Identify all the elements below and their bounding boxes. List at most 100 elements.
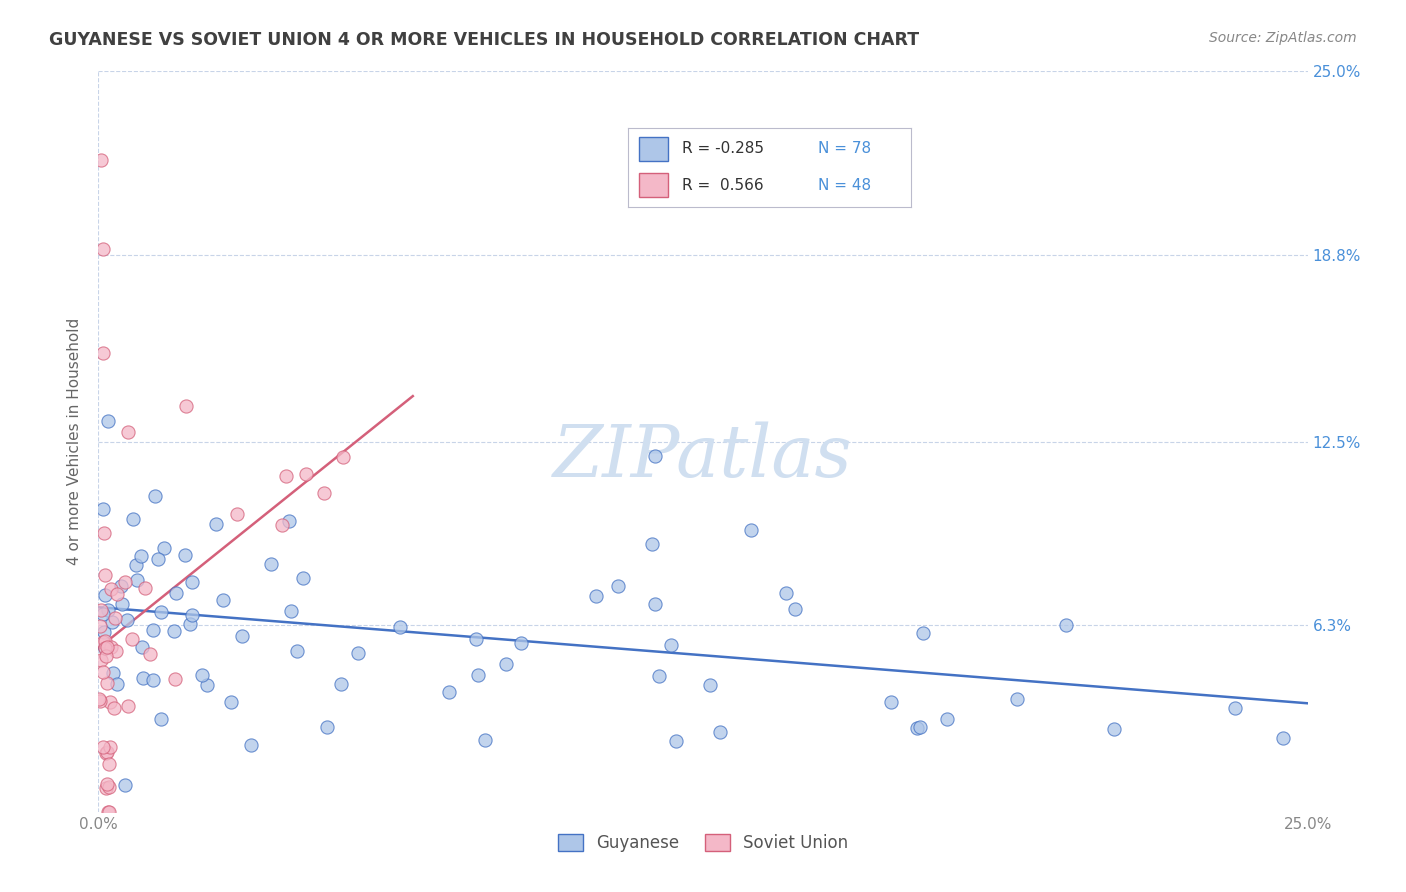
Point bbox=[91, 501, 114, 516]
Point bbox=[312, 485, 335, 500]
Text: GUYANESE VS SOVIET UNION 4 OR MORE VEHICLES IN HOUSEHOLD CORRELATION CHART: GUYANESE VS SOVIET UNION 4 OR MORE VEHIC… bbox=[49, 31, 920, 49]
Point bbox=[315, 720, 337, 734]
Point bbox=[661, 638, 683, 652]
Point bbox=[437, 685, 460, 699]
Point bbox=[149, 712, 172, 726]
Point bbox=[276, 469, 298, 483]
Point bbox=[1054, 618, 1077, 632]
Point bbox=[142, 623, 165, 637]
Point bbox=[97, 414, 120, 428]
Point bbox=[94, 641, 117, 656]
Point bbox=[87, 692, 110, 706]
Point bbox=[114, 575, 136, 590]
Point bbox=[94, 633, 117, 648]
Point bbox=[740, 524, 762, 538]
Point bbox=[98, 695, 121, 709]
Point bbox=[117, 698, 139, 713]
Point bbox=[908, 720, 931, 734]
Point bbox=[212, 592, 235, 607]
Point bbox=[174, 399, 197, 413]
Point bbox=[90, 153, 112, 168]
Point bbox=[644, 598, 666, 612]
Point bbox=[96, 675, 118, 690]
Point bbox=[111, 598, 134, 612]
Point bbox=[1272, 731, 1295, 745]
Point bbox=[709, 724, 731, 739]
Point bbox=[332, 450, 354, 464]
Point bbox=[131, 549, 153, 564]
Point bbox=[100, 582, 122, 596]
Point bbox=[89, 619, 111, 633]
Point bbox=[935, 712, 957, 726]
Point bbox=[153, 541, 176, 555]
Point bbox=[105, 587, 128, 601]
Point bbox=[93, 624, 115, 639]
Point bbox=[641, 537, 664, 551]
Point bbox=[94, 746, 117, 760]
Point bbox=[97, 603, 120, 617]
Point bbox=[271, 518, 294, 533]
Text: ZIPatlas: ZIPatlas bbox=[553, 421, 853, 491]
Point bbox=[205, 516, 228, 531]
Point bbox=[278, 514, 301, 528]
Point bbox=[191, 668, 214, 682]
Point bbox=[121, 632, 143, 646]
Point bbox=[163, 672, 186, 686]
Text: R = -0.285: R = -0.285 bbox=[682, 142, 763, 156]
Point bbox=[91, 635, 114, 649]
Point bbox=[699, 678, 721, 692]
Point bbox=[139, 647, 162, 661]
Point bbox=[180, 575, 202, 590]
Point bbox=[94, 780, 117, 795]
Y-axis label: 4 or more Vehicles in Household: 4 or more Vehicles in Household bbox=[67, 318, 83, 566]
Point bbox=[1223, 701, 1246, 715]
Point bbox=[122, 512, 145, 526]
Text: Source: ZipAtlas.com: Source: ZipAtlas.com bbox=[1209, 31, 1357, 45]
Point bbox=[295, 467, 318, 481]
Point bbox=[465, 632, 488, 646]
Point bbox=[260, 557, 283, 571]
Point bbox=[98, 739, 121, 754]
Point bbox=[115, 613, 138, 627]
Text: R =  0.566: R = 0.566 bbox=[682, 178, 763, 193]
Point bbox=[665, 733, 688, 747]
Point bbox=[91, 607, 114, 622]
Point bbox=[104, 643, 127, 657]
Point bbox=[96, 777, 118, 791]
Point bbox=[231, 629, 253, 643]
Point bbox=[91, 345, 114, 359]
Point bbox=[165, 586, 187, 600]
Point bbox=[91, 665, 114, 679]
Point bbox=[291, 571, 314, 585]
Point bbox=[280, 604, 302, 618]
Point bbox=[880, 695, 903, 709]
Bar bbox=[640, 173, 668, 197]
Point bbox=[94, 568, 117, 582]
Point bbox=[114, 778, 136, 792]
Point bbox=[101, 615, 124, 629]
Point bbox=[180, 608, 202, 623]
Point bbox=[330, 677, 353, 691]
Point bbox=[103, 701, 125, 715]
Point bbox=[91, 242, 114, 256]
Point bbox=[225, 508, 247, 522]
Point bbox=[117, 425, 139, 440]
Point bbox=[94, 640, 117, 655]
Point bbox=[96, 648, 118, 663]
Point bbox=[97, 780, 120, 794]
Point bbox=[346, 646, 368, 660]
Point bbox=[467, 667, 489, 681]
Point bbox=[607, 579, 630, 593]
Point bbox=[240, 738, 263, 752]
Point bbox=[89, 694, 111, 708]
Point bbox=[93, 740, 115, 755]
Point bbox=[150, 605, 173, 619]
Point bbox=[148, 551, 170, 566]
Point bbox=[124, 558, 146, 573]
Point bbox=[644, 450, 666, 464]
Point bbox=[134, 582, 156, 596]
Point bbox=[96, 745, 118, 759]
Point bbox=[389, 620, 412, 634]
Point bbox=[775, 586, 797, 600]
Point bbox=[173, 549, 195, 563]
